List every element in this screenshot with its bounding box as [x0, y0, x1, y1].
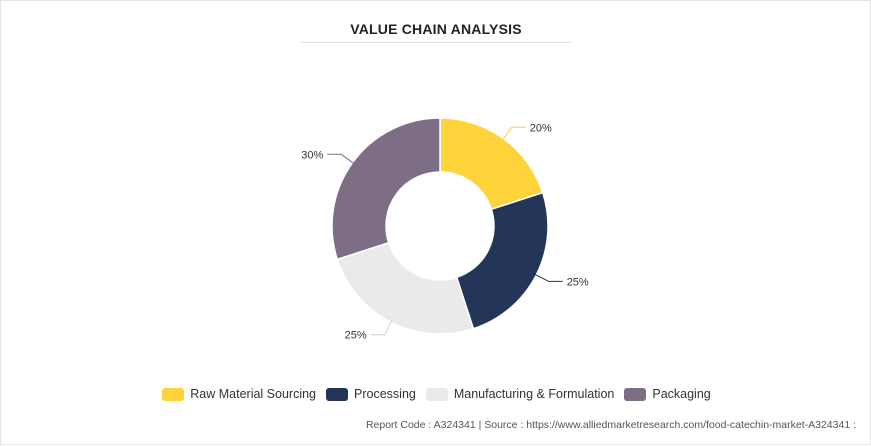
slice-processing: [455, 191, 549, 330]
leader-line-manufacturing-formulation: [370, 320, 393, 336]
chart-title: VALUE CHAIN ANALYSIS: [350, 21, 522, 37]
legend-item-raw-material-sourcing[interactable]: Raw Material Sourcing: [162, 387, 316, 401]
legend-label-packaging: Packaging: [652, 387, 711, 401]
slice-raw-material-sourcing: [439, 117, 544, 211]
data-label-packaging: 30%: [301, 149, 323, 161]
slice-manufacturing-formulation: [336, 241, 475, 335]
legend-item-processing[interactable]: Processing: [326, 387, 416, 401]
legend-label-manufacturing-formulation: Manufacturing & Formulation: [453, 387, 615, 401]
data-label-raw-material-sourcing: 20%: [530, 122, 552, 134]
legend-label-processing: Processing: [354, 387, 416, 401]
slice-packaging: [331, 117, 441, 261]
legend-item-packaging[interactable]: Packaging: [624, 387, 711, 401]
legend-swatch-raw-material-sourcing: [162, 387, 185, 401]
report-source-footer: Report Code : A324341 | Source : https:/…: [365, 419, 856, 431]
legend-label-raw-material-sourcing: Raw Material Sourcing: [190, 387, 317, 401]
legend-item-manufacturing-formulation[interactable]: Manufacturing & Formulation: [425, 387, 615, 401]
leader-line-processing: [534, 273, 563, 282]
chart-legend: Raw Material Sourcing Processing Manufactu…: [1, 387, 871, 401]
legend-swatch-manufacturing-formulation: [425, 387, 448, 401]
legend-swatch-processing: [326, 387, 349, 401]
leader-line-packaging: [327, 153, 355, 165]
data-label-processing: 25%: [567, 276, 589, 288]
title-divider: [301, 42, 571, 43]
data-label-manufacturing-formulation: 25%: [345, 330, 367, 342]
legend-swatch-packaging: [624, 387, 647, 401]
leader-line-raw-material-sourcing: [501, 126, 526, 141]
